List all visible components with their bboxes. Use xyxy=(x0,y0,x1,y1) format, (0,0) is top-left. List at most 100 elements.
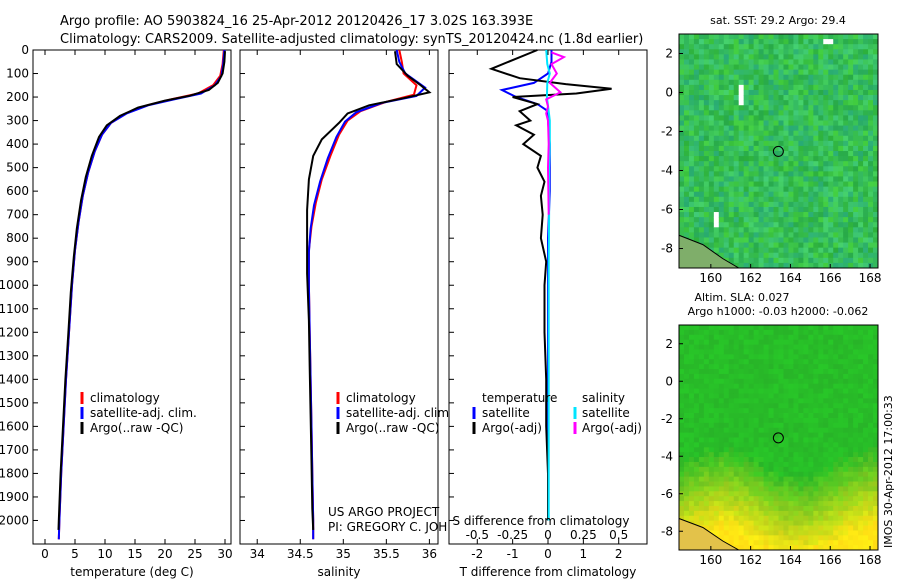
heatmap-cell xyxy=(783,100,789,106)
heatmap-cell xyxy=(788,447,794,453)
s-tick-label: 0 xyxy=(544,528,552,542)
heatmap-cell xyxy=(763,388,769,394)
heatmap-cell xyxy=(873,201,879,208)
heatmap-cell xyxy=(713,247,720,254)
heatmap-cell xyxy=(848,39,854,45)
heatmap-cell xyxy=(783,130,789,137)
lon-tick-label: 162 xyxy=(739,553,762,567)
heatmap-cell xyxy=(703,186,710,193)
heatmap-cell xyxy=(828,476,834,482)
heatmap-cell xyxy=(833,74,839,81)
heatmap-cell xyxy=(803,383,809,389)
heatmap-cell xyxy=(763,115,769,121)
heatmap-cell xyxy=(808,466,814,473)
heatmap-cell xyxy=(708,237,715,243)
heatmap-cell xyxy=(803,176,809,182)
heatmap-cell xyxy=(808,145,814,152)
heatmap-cell xyxy=(718,196,725,203)
heatmap-cell xyxy=(848,161,854,167)
heatmap-cell xyxy=(708,110,715,116)
heatmap-cell xyxy=(753,161,760,167)
heatmap-cell xyxy=(798,452,804,458)
heatmap-cell xyxy=(728,49,735,55)
lat-tick-label: -8 xyxy=(661,524,673,538)
sst-lon-tick-labels: 160 162 164 166 168 xyxy=(699,264,881,285)
heatmap-cell xyxy=(768,84,774,91)
heatmap-cell xyxy=(863,329,869,336)
heatmap-cell xyxy=(743,49,750,55)
heatmap-cell xyxy=(748,196,755,203)
heatmap-cell xyxy=(858,466,864,473)
heatmap-cell xyxy=(868,247,874,254)
heatmap-cell xyxy=(788,545,794,551)
heatmap-cell xyxy=(688,79,695,86)
heatmap-cell xyxy=(808,186,814,193)
heatmap-cell xyxy=(798,212,804,218)
heatmap-cell xyxy=(863,145,869,152)
heatmap-cell xyxy=(823,373,829,380)
heatmap-cell xyxy=(858,408,864,414)
legend-satellite-label: satellite-adj. clim. xyxy=(346,406,453,420)
heatmap-cell xyxy=(728,84,735,91)
heatmap-cell xyxy=(833,161,839,167)
heatmap-cell xyxy=(843,242,849,249)
heatmap-cell xyxy=(693,378,700,385)
heatmap-cell xyxy=(783,354,789,360)
heatmap-cell xyxy=(843,530,849,536)
heatmap-cell xyxy=(733,227,740,233)
heatmap-cell xyxy=(698,44,705,50)
heatmap-cell xyxy=(738,393,745,399)
heatmap-cell xyxy=(733,181,740,188)
heatmap-cell xyxy=(793,110,799,116)
heatmap-cell xyxy=(838,252,844,259)
heatmap-cell xyxy=(838,262,844,269)
heatmap-cell xyxy=(783,427,789,434)
heatmap-cell xyxy=(873,100,879,106)
heatmap-cell xyxy=(848,466,854,473)
heatmap-cell xyxy=(723,49,730,55)
heatmap-cell xyxy=(833,413,839,419)
heatmap-cell xyxy=(763,461,769,468)
heatmap-cell xyxy=(838,151,844,157)
heatmap-cell xyxy=(803,461,809,468)
heatmap-cell xyxy=(868,515,874,522)
s-difference-x-label: S difference from climatology xyxy=(453,514,630,528)
heatmap-cell xyxy=(823,447,829,453)
heatmap-cell xyxy=(873,232,879,238)
heatmap-cell xyxy=(718,237,725,243)
heatmap-cell xyxy=(728,186,735,193)
heatmap-cell xyxy=(818,191,824,198)
heatmap-cell xyxy=(748,39,755,45)
heatmap-cell xyxy=(823,369,829,375)
heatmap-cell xyxy=(803,95,809,101)
y-tick-label: 1900 xyxy=(0,490,29,504)
heatmap-cell xyxy=(803,161,809,167)
heatmap-cell xyxy=(808,130,814,137)
heatmap-cell xyxy=(843,95,849,101)
heatmap-cell xyxy=(763,457,769,463)
heatmap-cell xyxy=(753,44,760,50)
heatmap-cell xyxy=(783,64,789,71)
heatmap-cell xyxy=(818,388,824,394)
heatmap-cell xyxy=(838,461,844,468)
heatmap-cell xyxy=(838,125,844,132)
heatmap-cell xyxy=(843,166,849,172)
heatmap-cell xyxy=(718,398,725,404)
heatmap-cell xyxy=(813,501,819,507)
heatmap-cell xyxy=(683,79,690,86)
heatmap-cell xyxy=(773,476,779,482)
heatmap-cell xyxy=(763,237,769,243)
heatmap-cell xyxy=(798,252,804,259)
heatmap-cell xyxy=(793,403,799,409)
heatmap-cell xyxy=(848,125,854,132)
heatmap-cell xyxy=(803,227,809,233)
heatmap-cell xyxy=(748,145,755,152)
heatmap-cell xyxy=(728,496,735,502)
heatmap-cell xyxy=(718,74,725,81)
heatmap-cell xyxy=(748,334,755,341)
heatmap-cell xyxy=(853,186,859,193)
heatmap-cell xyxy=(693,408,700,414)
heatmap-cell xyxy=(788,206,794,213)
heatmap-cell xyxy=(743,515,750,522)
heatmap-cell xyxy=(753,476,760,482)
